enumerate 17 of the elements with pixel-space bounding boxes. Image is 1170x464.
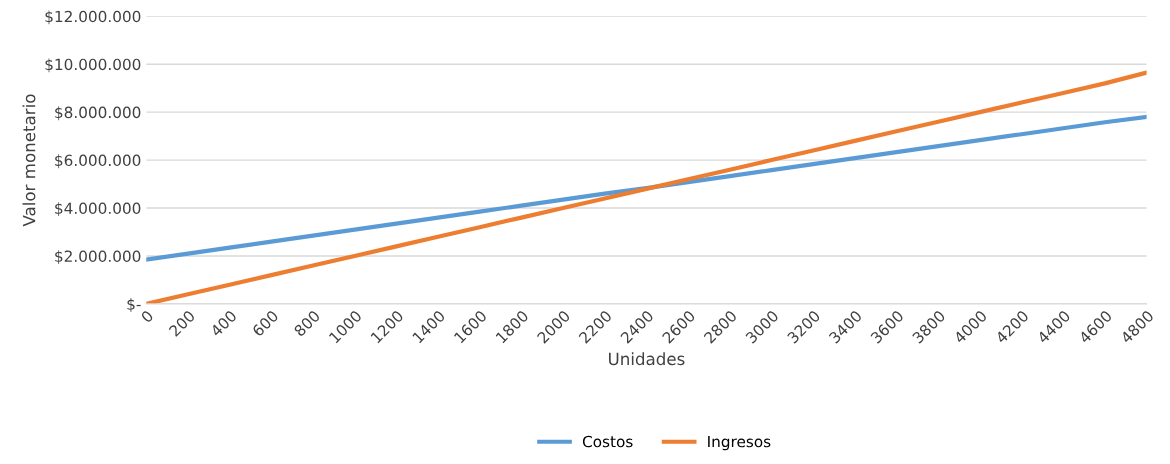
y-tick-label: $2.000.000	[55, 250, 141, 265]
legend-label: Costos	[582, 435, 633, 448]
y-tick-label: $-	[127, 298, 141, 312]
y-tick-label: $6.000.000	[55, 154, 141, 169]
x-tick-label: 600	[251, 309, 279, 338]
x-tick-label: 400	[209, 309, 238, 338]
x-tick-label: 800	[293, 309, 321, 338]
line-series	[146, 114, 1147, 262]
y-tick-label: $4.000.000	[55, 202, 141, 217]
y-axis-title: Valor monetario	[22, 94, 36, 227]
x-axis-title: Unidades	[609, 352, 685, 366]
legend-label: Ingresos	[708, 435, 771, 451]
line-series	[146, 70, 1147, 304]
y-tick-label: $8.000.000	[55, 106, 141, 121]
y-tick-label: $12.000.000	[45, 10, 141, 25]
y-tick-label: $10.000.000	[45, 58, 141, 73]
x-tick-label: 0	[140, 309, 154, 324]
